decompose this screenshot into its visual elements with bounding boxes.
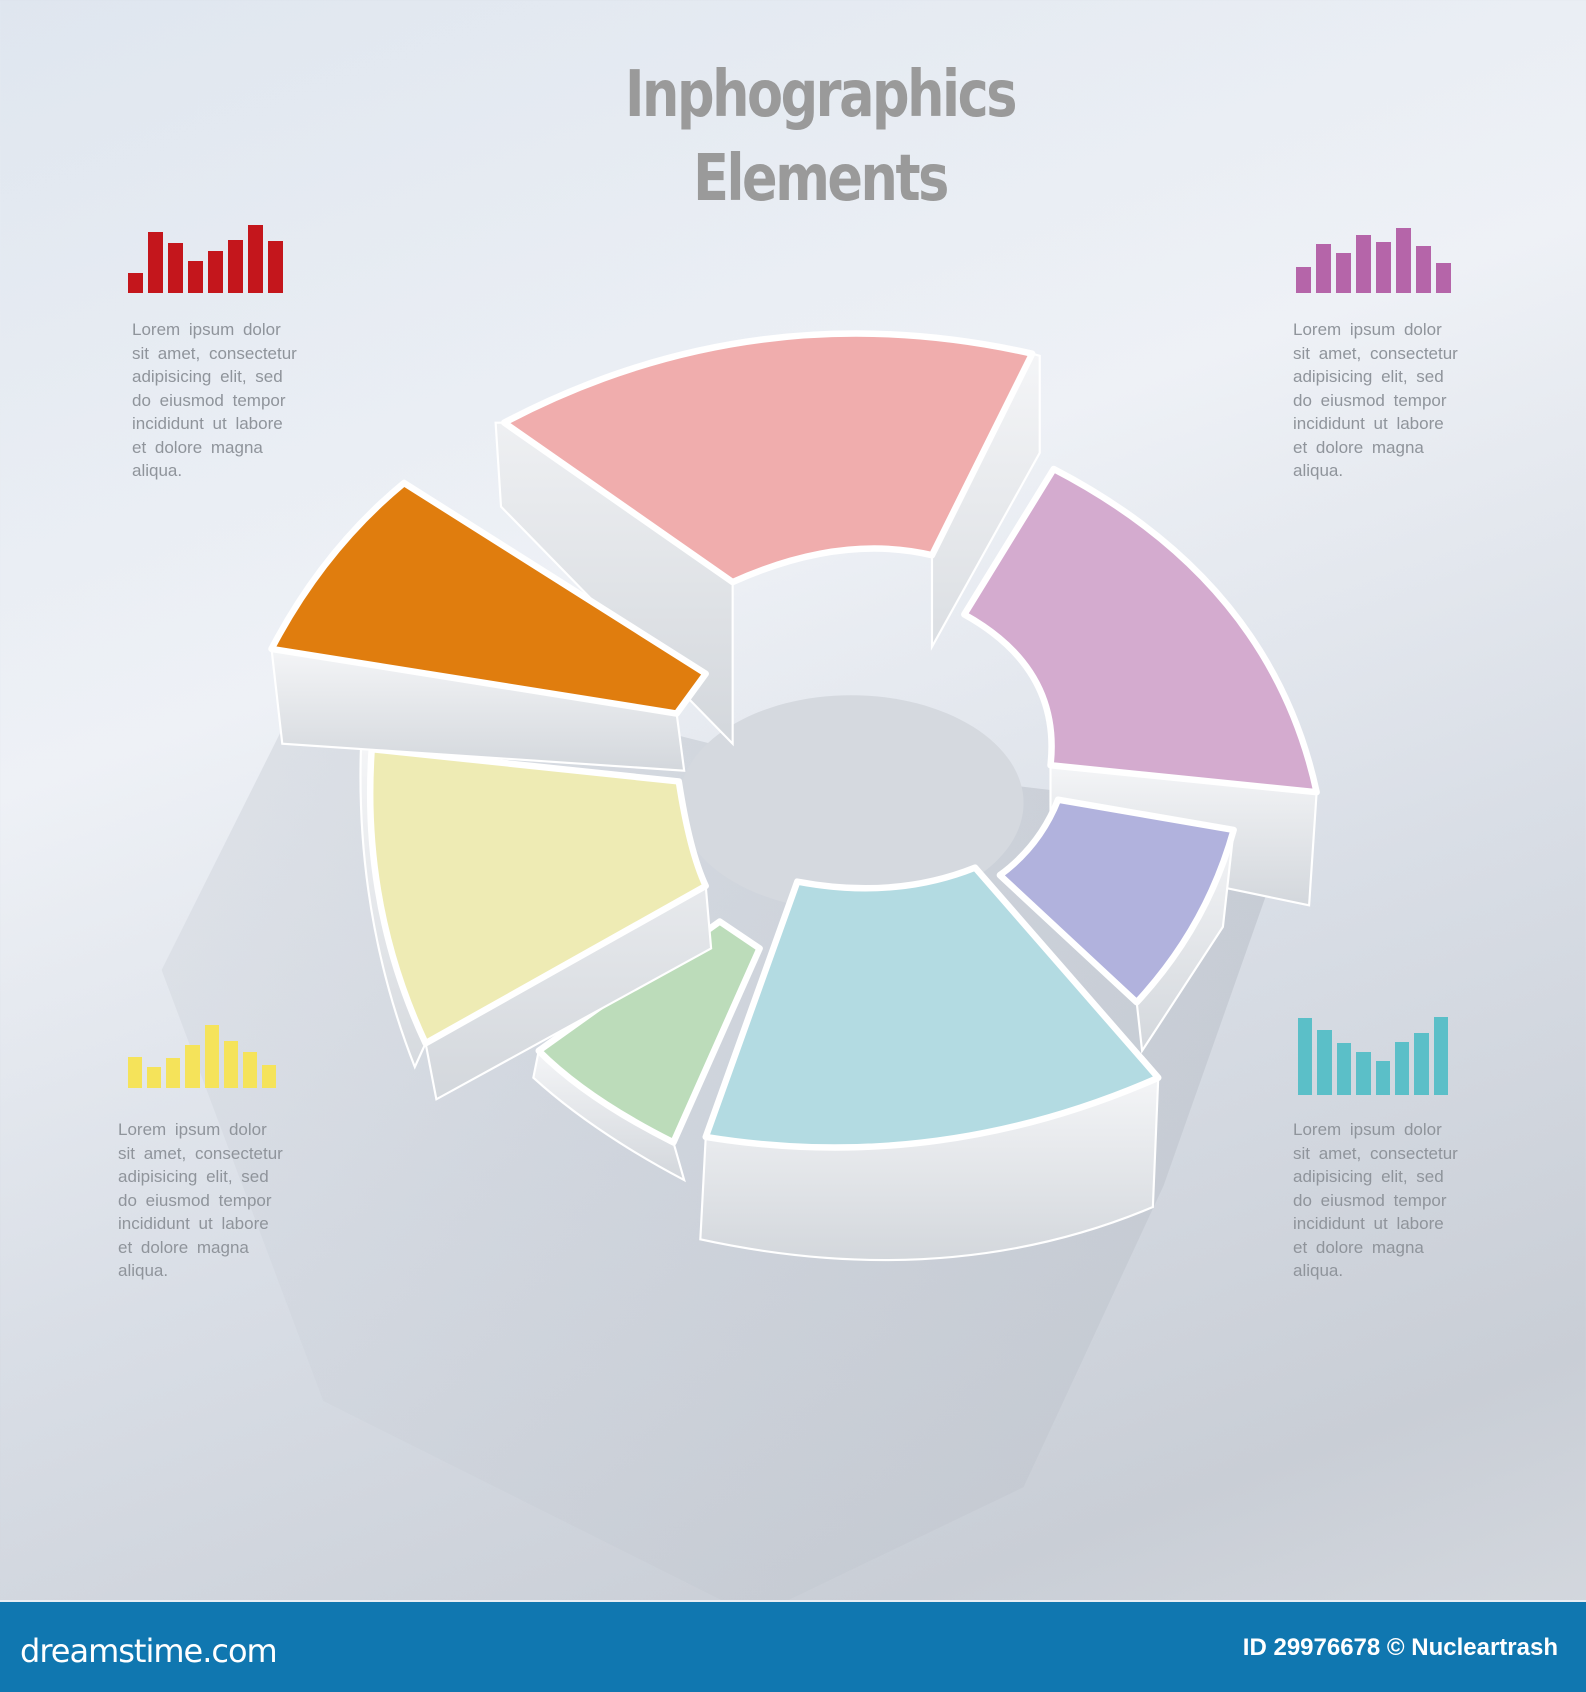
mini-bar	[1356, 1052, 1371, 1095]
mini-bar	[1356, 234, 1371, 293]
mini-bar	[1375, 1060, 1390, 1095]
segment-yellow	[366, 745, 709, 1047]
panel-text-top-right: Lorem ipsum dolor sit amet, consectetur …	[1293, 320, 1458, 480]
mini-bar	[208, 250, 223, 293]
mini-bar	[1414, 1032, 1429, 1095]
mini-bar	[228, 239, 243, 293]
mini-bar	[1376, 242, 1391, 293]
segment-lavender	[996, 796, 1237, 1006]
mini-bar	[1436, 263, 1451, 293]
panel-text-bottom-right: Lorem ipsum dolor sit amet, consectetur …	[1293, 1120, 1458, 1280]
mini-bar	[248, 225, 263, 293]
mini-bar	[1433, 1017, 1448, 1095]
mini-bar	[1298, 1017, 1313, 1095]
mini-bar	[1296, 267, 1311, 293]
title-line-2: Elements	[693, 142, 949, 216]
footer-bar: dreamstime.com ID 29976678 © Nucleartras…	[0, 1600, 1586, 1692]
mini-bar	[1394, 1041, 1410, 1095]
mini-bar	[168, 243, 183, 293]
mini-bar	[1396, 228, 1411, 293]
donut-hole	[678, 695, 1024, 911]
mini-bar	[147, 1066, 162, 1088]
mini-bar	[268, 240, 283, 293]
mini-bar-chart-red	[128, 225, 283, 293]
segment-light-blue	[702, 864, 1162, 1151]
segment-green	[535, 918, 763, 1146]
mini-bar-chart-yellow	[128, 1025, 276, 1088]
title-line-1: Inphographics	[624, 58, 1017, 132]
mini-bar	[148, 231, 163, 293]
mini-bar	[1316, 244, 1331, 293]
mini-bar	[166, 1058, 181, 1088]
mini-bar-chart-teal	[1298, 1017, 1448, 1095]
mini-bar	[128, 1056, 143, 1088]
mini-bar	[223, 1041, 238, 1088]
segment-purple	[961, 465, 1320, 796]
mini-bar	[1317, 1030, 1332, 1095]
panel-text-bottom-left: Lorem ipsum dolor sit amet, consectetur …	[118, 1120, 283, 1280]
mini-bar-chart-purple	[1296, 228, 1451, 293]
mini-bar	[1336, 253, 1351, 293]
mini-bar	[1336, 1042, 1352, 1095]
mini-bar	[128, 273, 143, 293]
mini-bar	[188, 261, 203, 293]
mini-bar	[204, 1025, 219, 1088]
segment-pink	[501, 330, 1036, 586]
dreamstime-logo[interactable]: dreamstime.com	[20, 1632, 278, 1670]
segment-orange	[268, 479, 709, 717]
mini-bar	[242, 1052, 257, 1088]
mini-bar	[185, 1044, 200, 1088]
mini-bar	[1416, 246, 1431, 293]
panel-text-top-left: Lorem ipsum dolor sit amet, consectetur …	[132, 320, 297, 480]
image-credit: ID 29976678 © Nucleartrash	[1242, 1634, 1558, 1661]
mini-bar	[261, 1064, 276, 1088]
